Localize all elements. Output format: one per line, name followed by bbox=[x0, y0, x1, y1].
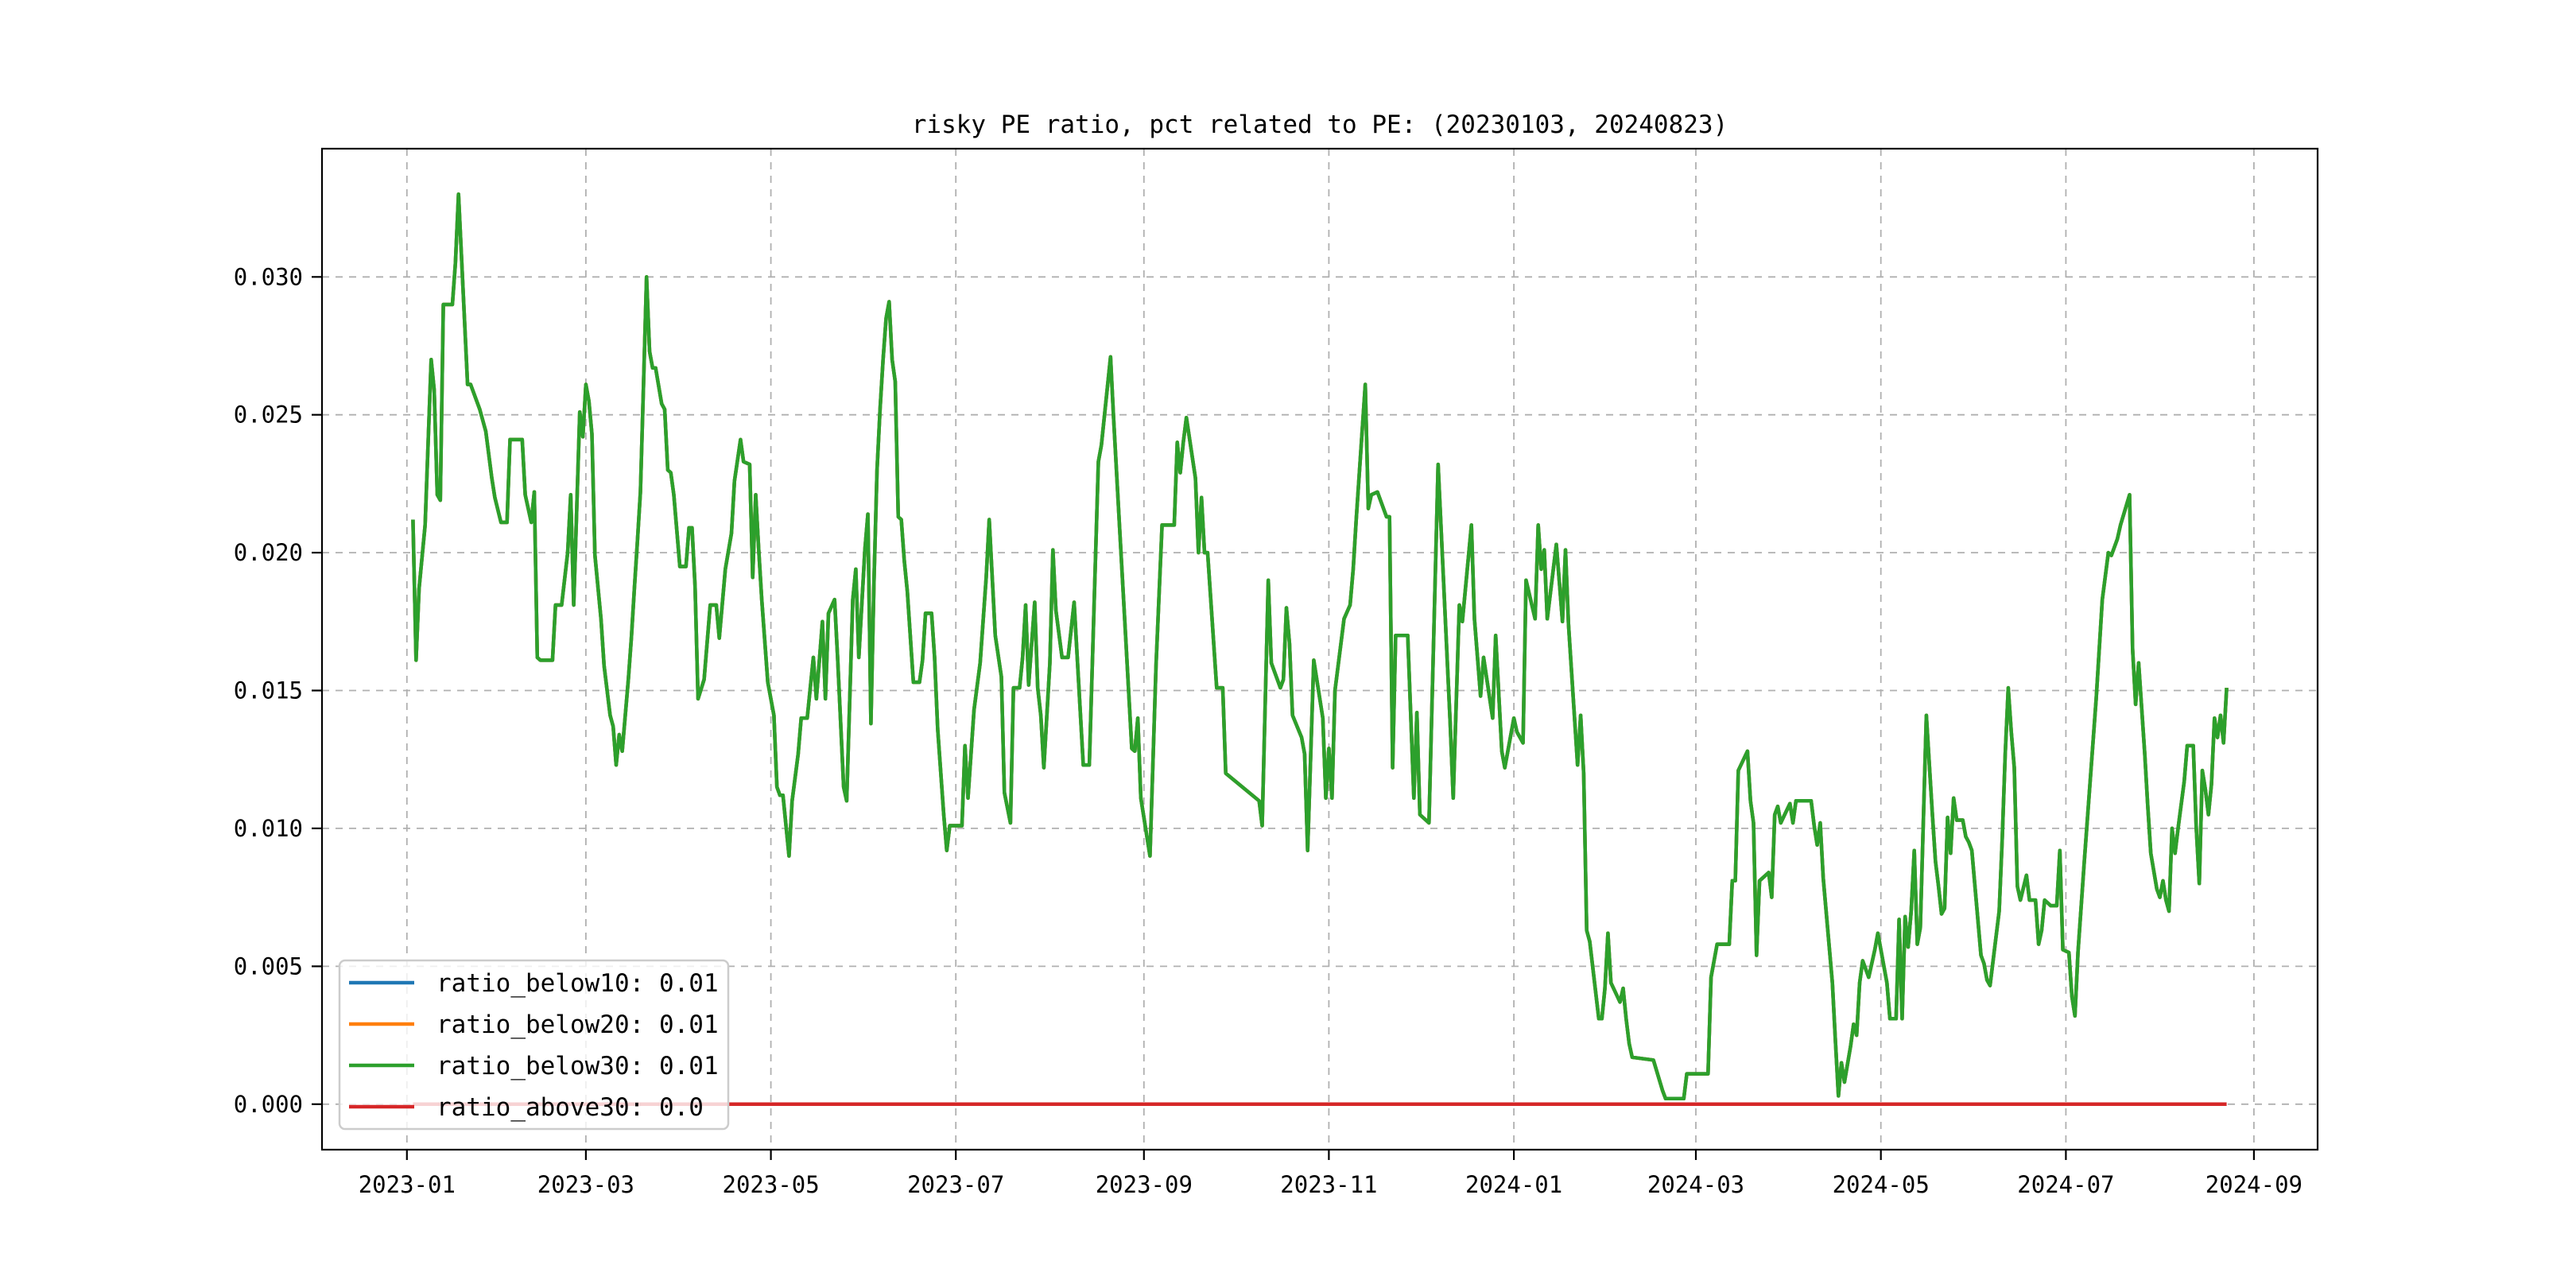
x-tick-label: 2023-05 bbox=[722, 1171, 819, 1198]
legend-label-ratio_below30: ratio_below30: 0.01 bbox=[436, 1052, 719, 1080]
y-tick-label: 0.000 bbox=[234, 1091, 303, 1118]
x-tick-label: 2023-07 bbox=[907, 1171, 1004, 1198]
chart-title: risky PE ratio, pct related to PE: (2023… bbox=[912, 111, 1728, 139]
y-tick-label: 0.025 bbox=[234, 402, 303, 429]
legend-label-ratio_below20: ratio_below20: 0.01 bbox=[436, 1011, 719, 1039]
y-tick-label: 0.015 bbox=[234, 677, 303, 704]
x-tick-label: 2024-03 bbox=[1647, 1171, 1744, 1198]
x-tick-label: 2023-03 bbox=[537, 1171, 634, 1198]
axes-layer: 2023-01 2023-03 2023-05 2023-07 2023-09 2023-… bbox=[234, 147, 2319, 1198]
legend-layer: ratio_below10: 0.01 ratio_below20: 0.01 ra… bbox=[338, 959, 730, 1131]
x-tick-label: 2023-01 bbox=[359, 1171, 456, 1198]
plot-border bbox=[320, 147, 2319, 1151]
series-line-ratio_below30 bbox=[411, 192, 2229, 1101]
y-tick-label: 0.005 bbox=[234, 952, 303, 980]
x-tick-label: 2023-11 bbox=[1280, 1171, 1377, 1198]
legend-box bbox=[338, 959, 730, 1131]
y-tick-label: 0.020 bbox=[234, 539, 303, 566]
x-tick-label: 2024-09 bbox=[2206, 1171, 2302, 1198]
x-tick-label: 2024-01 bbox=[1465, 1171, 1562, 1198]
x-tick-label: 2024-07 bbox=[2017, 1171, 2114, 1198]
x-tick-label: 2024-05 bbox=[1833, 1171, 1930, 1198]
y-tick-label: 0.010 bbox=[234, 815, 303, 842]
legend-label-ratio_below10: ratio_below10: 0.01 bbox=[436, 969, 719, 998]
y-tick-label: 0.030 bbox=[234, 263, 303, 290]
x-tick-label: 2023-09 bbox=[1096, 1171, 1193, 1198]
legend-label-ratio_above30: ratio_above30: 0.0 bbox=[436, 1093, 704, 1122]
